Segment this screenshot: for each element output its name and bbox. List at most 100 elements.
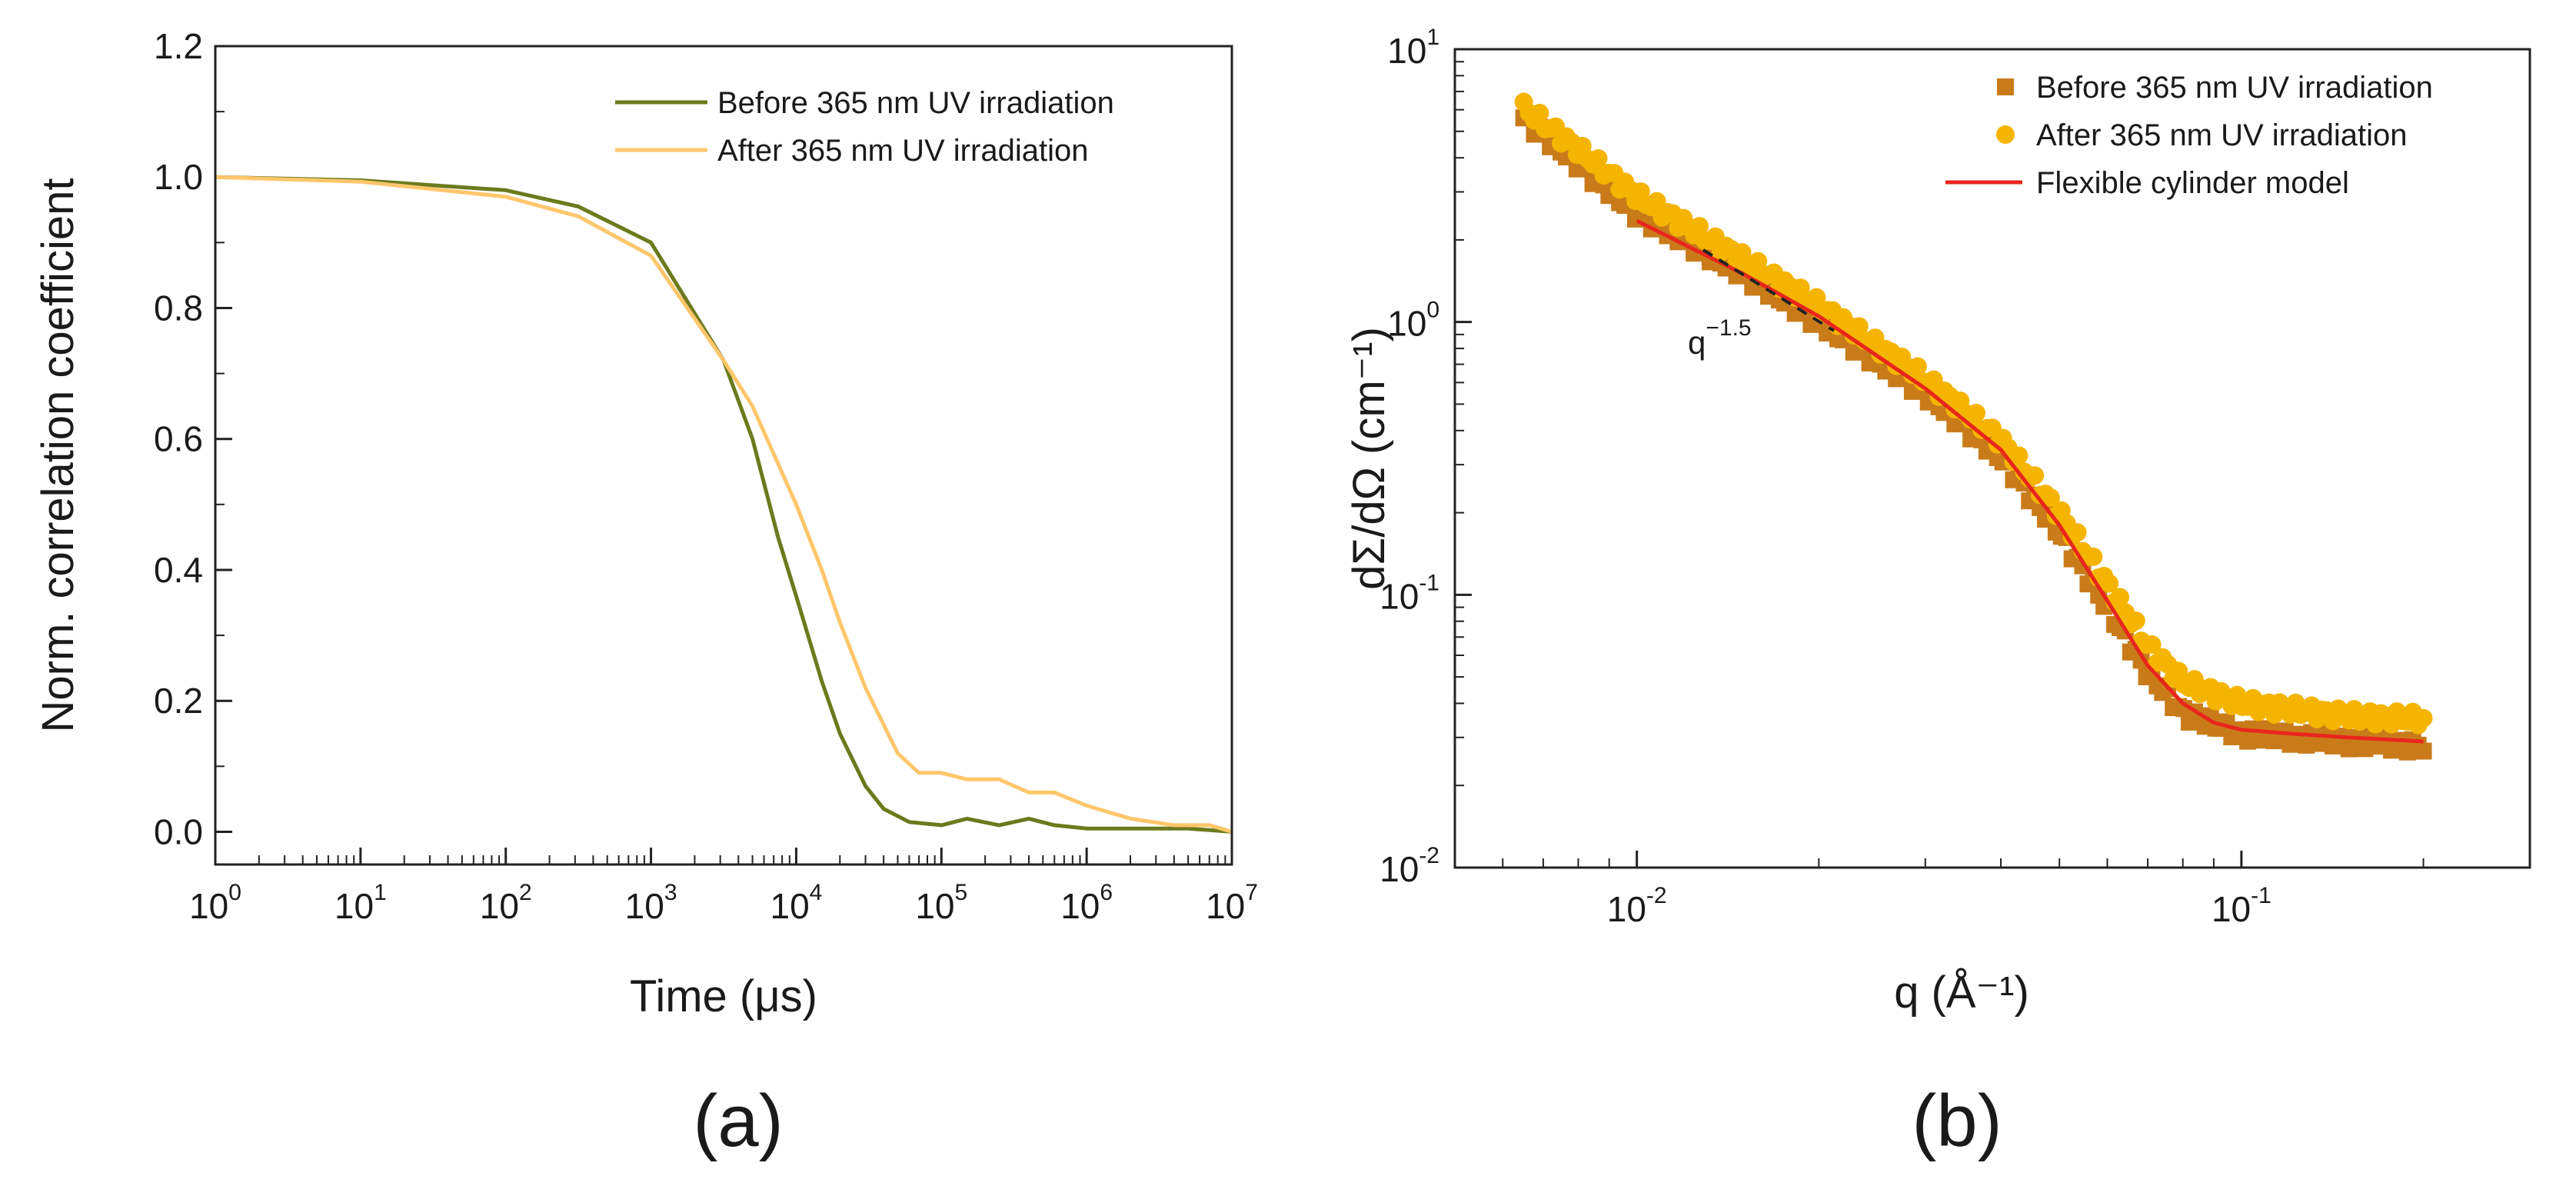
x-tick-label-exponent: -1 [2251, 883, 2271, 908]
after-uv-marker [2009, 446, 2029, 465]
x-tick-label-exponent: 0 [228, 880, 241, 905]
x-tick-label: 10-1 [2212, 883, 2271, 929]
x-tick-label-exponent: -2 [1646, 883, 1667, 908]
after-uv-line [215, 175, 1233, 834]
y-tick-label: 0.4 [154, 550, 203, 590]
y-tick-label: 0.0 [154, 811, 203, 851]
x-tick-label-base: 10 [189, 886, 228, 926]
x-tick-label-exponent: 3 [664, 880, 677, 905]
y-tick-label: 10-2 [1380, 843, 1439, 889]
x-tick-label-base: 10 [1607, 889, 1646, 929]
before-uv-marker [2415, 742, 2432, 760]
y-tick-label-exponent: -2 [1419, 843, 1439, 868]
x-tick-label-base: 10 [1206, 886, 1245, 926]
y-tick-label: 0.8 [154, 288, 203, 328]
y-tick-label: 101 [1387, 25, 1439, 71]
y-tick-label-base: 10 [1387, 31, 1426, 71]
panel-b-x-axis-label: q (Å⁻¹) [1894, 968, 2029, 1018]
panel-b-label: (b) [1912, 1080, 2002, 1162]
legend-label: Before 365 nm UV irradiation [717, 86, 1114, 120]
x-tick-label-base: 10 [2212, 889, 2251, 929]
legend-label: Flexible cylinder model [2036, 166, 2349, 200]
after-uv-marker [1749, 252, 1768, 271]
after-uv-marker [2068, 523, 2087, 542]
x-tick-label-exponent: 4 [810, 880, 823, 905]
y-tick-label: 1.2 [154, 26, 203, 66]
panel-a-y-axis-label: Norm. correlation coefficient [33, 178, 83, 732]
after-uv-marker [2100, 574, 2119, 593]
x-tick-label-base: 10 [480, 886, 519, 926]
after-uv-marker [2025, 466, 2045, 485]
y-tick-label-exponent: -1 [1419, 570, 1439, 595]
legend-swatch [1997, 78, 2014, 95]
y-tick-label-base: 10 [1380, 849, 1419, 889]
panel-a-label: (a) [693, 1080, 783, 1162]
legend-label: After 365 nm UV irradiation [717, 134, 1088, 168]
x-tick-label-base: 10 [915, 886, 954, 926]
y-tick-label: 100 [1387, 298, 1439, 344]
after-uv-marker [1807, 288, 1826, 307]
after-uv-marker [2126, 611, 2145, 631]
legend-label: After 365 nm UV irradiation [2036, 118, 2407, 152]
x-tick-label: 102 [480, 880, 532, 926]
panel-b-y-axis-label: dΣ/dΩ (cm⁻¹) [1344, 327, 1394, 590]
after-uv-marker [2084, 547, 2103, 566]
x-tick-label: 10-2 [1607, 883, 1667, 929]
x-tick-label: 105 [915, 880, 967, 926]
after-uv-marker [1967, 404, 1986, 423]
after-uv-marker [1849, 317, 1869, 336]
x-tick-label-exponent: 5 [955, 880, 968, 905]
x-tick-label-exponent: 7 [1245, 880, 1258, 905]
y-tick-label-base: 10 [1380, 576, 1419, 616]
x-tick-label-exponent: 6 [1100, 880, 1113, 905]
x-tick-label: 100 [189, 880, 241, 926]
x-tick-label: 101 [334, 880, 387, 926]
panel-b-ticks [1454, 61, 2425, 869]
panel-a-ticks [214, 45, 1233, 865]
x-tick-label-base: 10 [625, 886, 664, 926]
x-tick-label: 106 [1060, 880, 1113, 926]
slope-label-base: q [1688, 325, 1706, 361]
after-uv-marker [1530, 103, 1549, 122]
legend-swatch [1996, 125, 2015, 144]
panel-a-tick-labels: 100 101 102 103 104 105 106 1070.00.20.40.60.81… [154, 26, 1258, 926]
x-tick-label-base: 10 [1060, 886, 1100, 926]
after-uv-marker [2142, 635, 2162, 655]
x-tick-label: 103 [625, 880, 677, 926]
x-tick-label-exponent: 1 [374, 880, 387, 905]
slope-label-exponent: −1.5 [1706, 315, 1751, 341]
x-tick-label-exponent: 2 [519, 880, 532, 905]
y-tick-label: 10-1 [1380, 570, 1439, 616]
x-tick-label-base: 10 [770, 886, 809, 926]
panel-b-slope-annotation: q−1.5 [1688, 248, 1835, 361]
panel-a-x-axis-label: Time (μs) [630, 971, 817, 1021]
panel-b-plot-frame [1453, 48, 2531, 869]
after-uv-marker [2041, 488, 2060, 508]
after-uv-marker [1908, 357, 1927, 376]
model-line [1636, 218, 2424, 744]
y-tick-label: 0.2 [154, 681, 203, 721]
slope-dashed-line [1702, 248, 1835, 332]
y-tick-label: 1.0 [154, 157, 203, 197]
legend-label: Before 365 nm UV irradiation [2036, 71, 2433, 105]
after-uv-marker [2414, 708, 2433, 728]
after-uv-marker [1690, 217, 1709, 236]
panel-a-series [215, 175, 1233, 834]
before-uv-line [215, 175, 1233, 834]
panel-b-series [1514, 92, 2433, 761]
y-tick-label-exponent: 0 [1426, 298, 1439, 323]
after-uv-marker [2110, 588, 2129, 607]
panel-b-legend: Before 365 nm UV irradiation After 365 nm… [1945, 71, 2433, 200]
y-tick-label-base: 10 [1387, 304, 1426, 344]
panel-a-plot-frame [214, 45, 1233, 866]
x-tick-label: 107 [1206, 880, 1258, 926]
panel-a-legend: Before 365 nm UV irradiation After 365 nm… [615, 86, 1114, 168]
x-tick-label-base: 10 [334, 886, 374, 926]
after-uv-marker [1589, 148, 1608, 168]
slope-label: q−1.5 [1688, 315, 1752, 361]
y-tick-label: 0.6 [154, 419, 203, 459]
panel-a: 100 101 102 103 104 105 106 1070.00.20.40.60.81… [33, 26, 1258, 1162]
